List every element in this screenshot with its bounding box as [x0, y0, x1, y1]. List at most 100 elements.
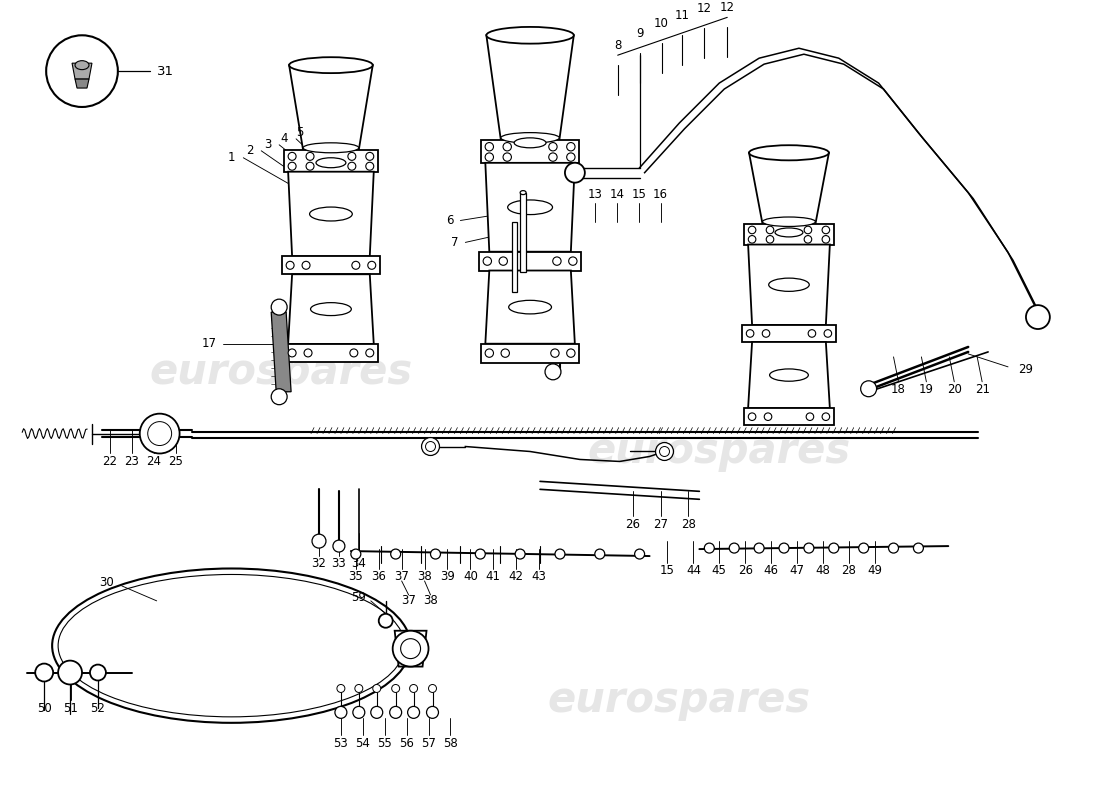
Circle shape: [286, 262, 294, 270]
Circle shape: [566, 142, 575, 151]
Circle shape: [288, 349, 296, 357]
Polygon shape: [513, 222, 517, 292]
Circle shape: [302, 262, 310, 270]
Circle shape: [355, 685, 363, 693]
Circle shape: [767, 235, 773, 243]
Circle shape: [822, 413, 829, 421]
Text: 55: 55: [377, 737, 392, 750]
Text: 18: 18: [891, 383, 906, 396]
Polygon shape: [485, 163, 575, 252]
Text: 28: 28: [842, 565, 856, 578]
Circle shape: [337, 685, 345, 693]
Polygon shape: [289, 65, 373, 150]
Circle shape: [429, 685, 437, 693]
Circle shape: [804, 235, 812, 243]
Text: 44: 44: [686, 565, 701, 578]
Text: 7: 7: [451, 236, 459, 249]
Circle shape: [366, 349, 374, 357]
Circle shape: [147, 422, 172, 446]
Circle shape: [635, 549, 645, 559]
Circle shape: [367, 262, 376, 270]
Text: 23: 23: [124, 455, 140, 468]
Ellipse shape: [776, 228, 803, 237]
Circle shape: [475, 549, 485, 559]
Text: 30: 30: [99, 577, 114, 590]
Polygon shape: [282, 256, 380, 274]
Circle shape: [304, 349, 312, 357]
Circle shape: [549, 153, 557, 162]
Polygon shape: [482, 140, 579, 163]
Text: 48: 48: [815, 565, 830, 578]
Circle shape: [90, 665, 106, 681]
Text: 49: 49: [867, 565, 882, 578]
Circle shape: [755, 543, 764, 553]
Text: eurospares: eurospares: [548, 679, 811, 722]
Text: 39: 39: [440, 570, 455, 583]
Text: 19: 19: [918, 383, 934, 396]
Circle shape: [762, 330, 770, 338]
Circle shape: [704, 543, 714, 553]
Circle shape: [549, 142, 557, 151]
Circle shape: [824, 330, 832, 338]
Polygon shape: [748, 342, 829, 408]
Ellipse shape: [289, 57, 373, 73]
Text: 57: 57: [421, 737, 436, 750]
Text: 13: 13: [587, 188, 602, 201]
Text: 45: 45: [712, 565, 727, 578]
Polygon shape: [749, 153, 829, 224]
Text: 35: 35: [349, 570, 363, 583]
Text: 41: 41: [486, 570, 500, 583]
Ellipse shape: [749, 146, 829, 160]
Circle shape: [485, 142, 494, 151]
Ellipse shape: [75, 61, 89, 70]
Circle shape: [566, 349, 575, 358]
Circle shape: [348, 152, 355, 160]
Polygon shape: [520, 193, 526, 272]
Polygon shape: [748, 245, 829, 325]
Circle shape: [483, 257, 492, 266]
Polygon shape: [284, 344, 377, 362]
Circle shape: [565, 162, 585, 182]
Circle shape: [306, 152, 313, 160]
Circle shape: [46, 35, 118, 107]
Circle shape: [566, 153, 575, 162]
Text: 5: 5: [296, 126, 304, 139]
Circle shape: [746, 330, 754, 338]
Text: 47: 47: [790, 565, 804, 578]
Text: 31: 31: [156, 65, 174, 78]
Polygon shape: [486, 35, 574, 140]
Circle shape: [373, 685, 381, 693]
Ellipse shape: [770, 369, 808, 382]
Text: eurospares: eurospares: [587, 430, 850, 473]
Circle shape: [390, 549, 400, 559]
Circle shape: [333, 540, 345, 552]
Ellipse shape: [514, 138, 546, 148]
Circle shape: [595, 549, 605, 559]
Circle shape: [35, 663, 53, 682]
Text: 12: 12: [696, 2, 712, 15]
Circle shape: [371, 706, 383, 718]
Text: 52: 52: [90, 702, 106, 715]
Circle shape: [430, 549, 440, 559]
Circle shape: [913, 543, 923, 553]
Text: 28: 28: [681, 518, 696, 530]
Text: 26: 26: [625, 518, 640, 530]
Circle shape: [804, 226, 812, 234]
Text: 37: 37: [402, 594, 416, 607]
Ellipse shape: [762, 217, 815, 226]
Polygon shape: [485, 270, 575, 344]
Text: 15: 15: [631, 188, 646, 201]
Text: 8: 8: [614, 38, 622, 52]
Circle shape: [729, 543, 739, 553]
Circle shape: [312, 534, 326, 548]
Text: 40: 40: [463, 570, 477, 583]
Circle shape: [351, 549, 361, 559]
Text: 51: 51: [64, 702, 78, 715]
Text: 27: 27: [653, 518, 668, 530]
Circle shape: [352, 262, 360, 270]
Circle shape: [808, 330, 816, 338]
Polygon shape: [480, 252, 581, 270]
Circle shape: [353, 706, 365, 718]
Text: 9: 9: [636, 26, 644, 40]
Ellipse shape: [520, 190, 526, 194]
